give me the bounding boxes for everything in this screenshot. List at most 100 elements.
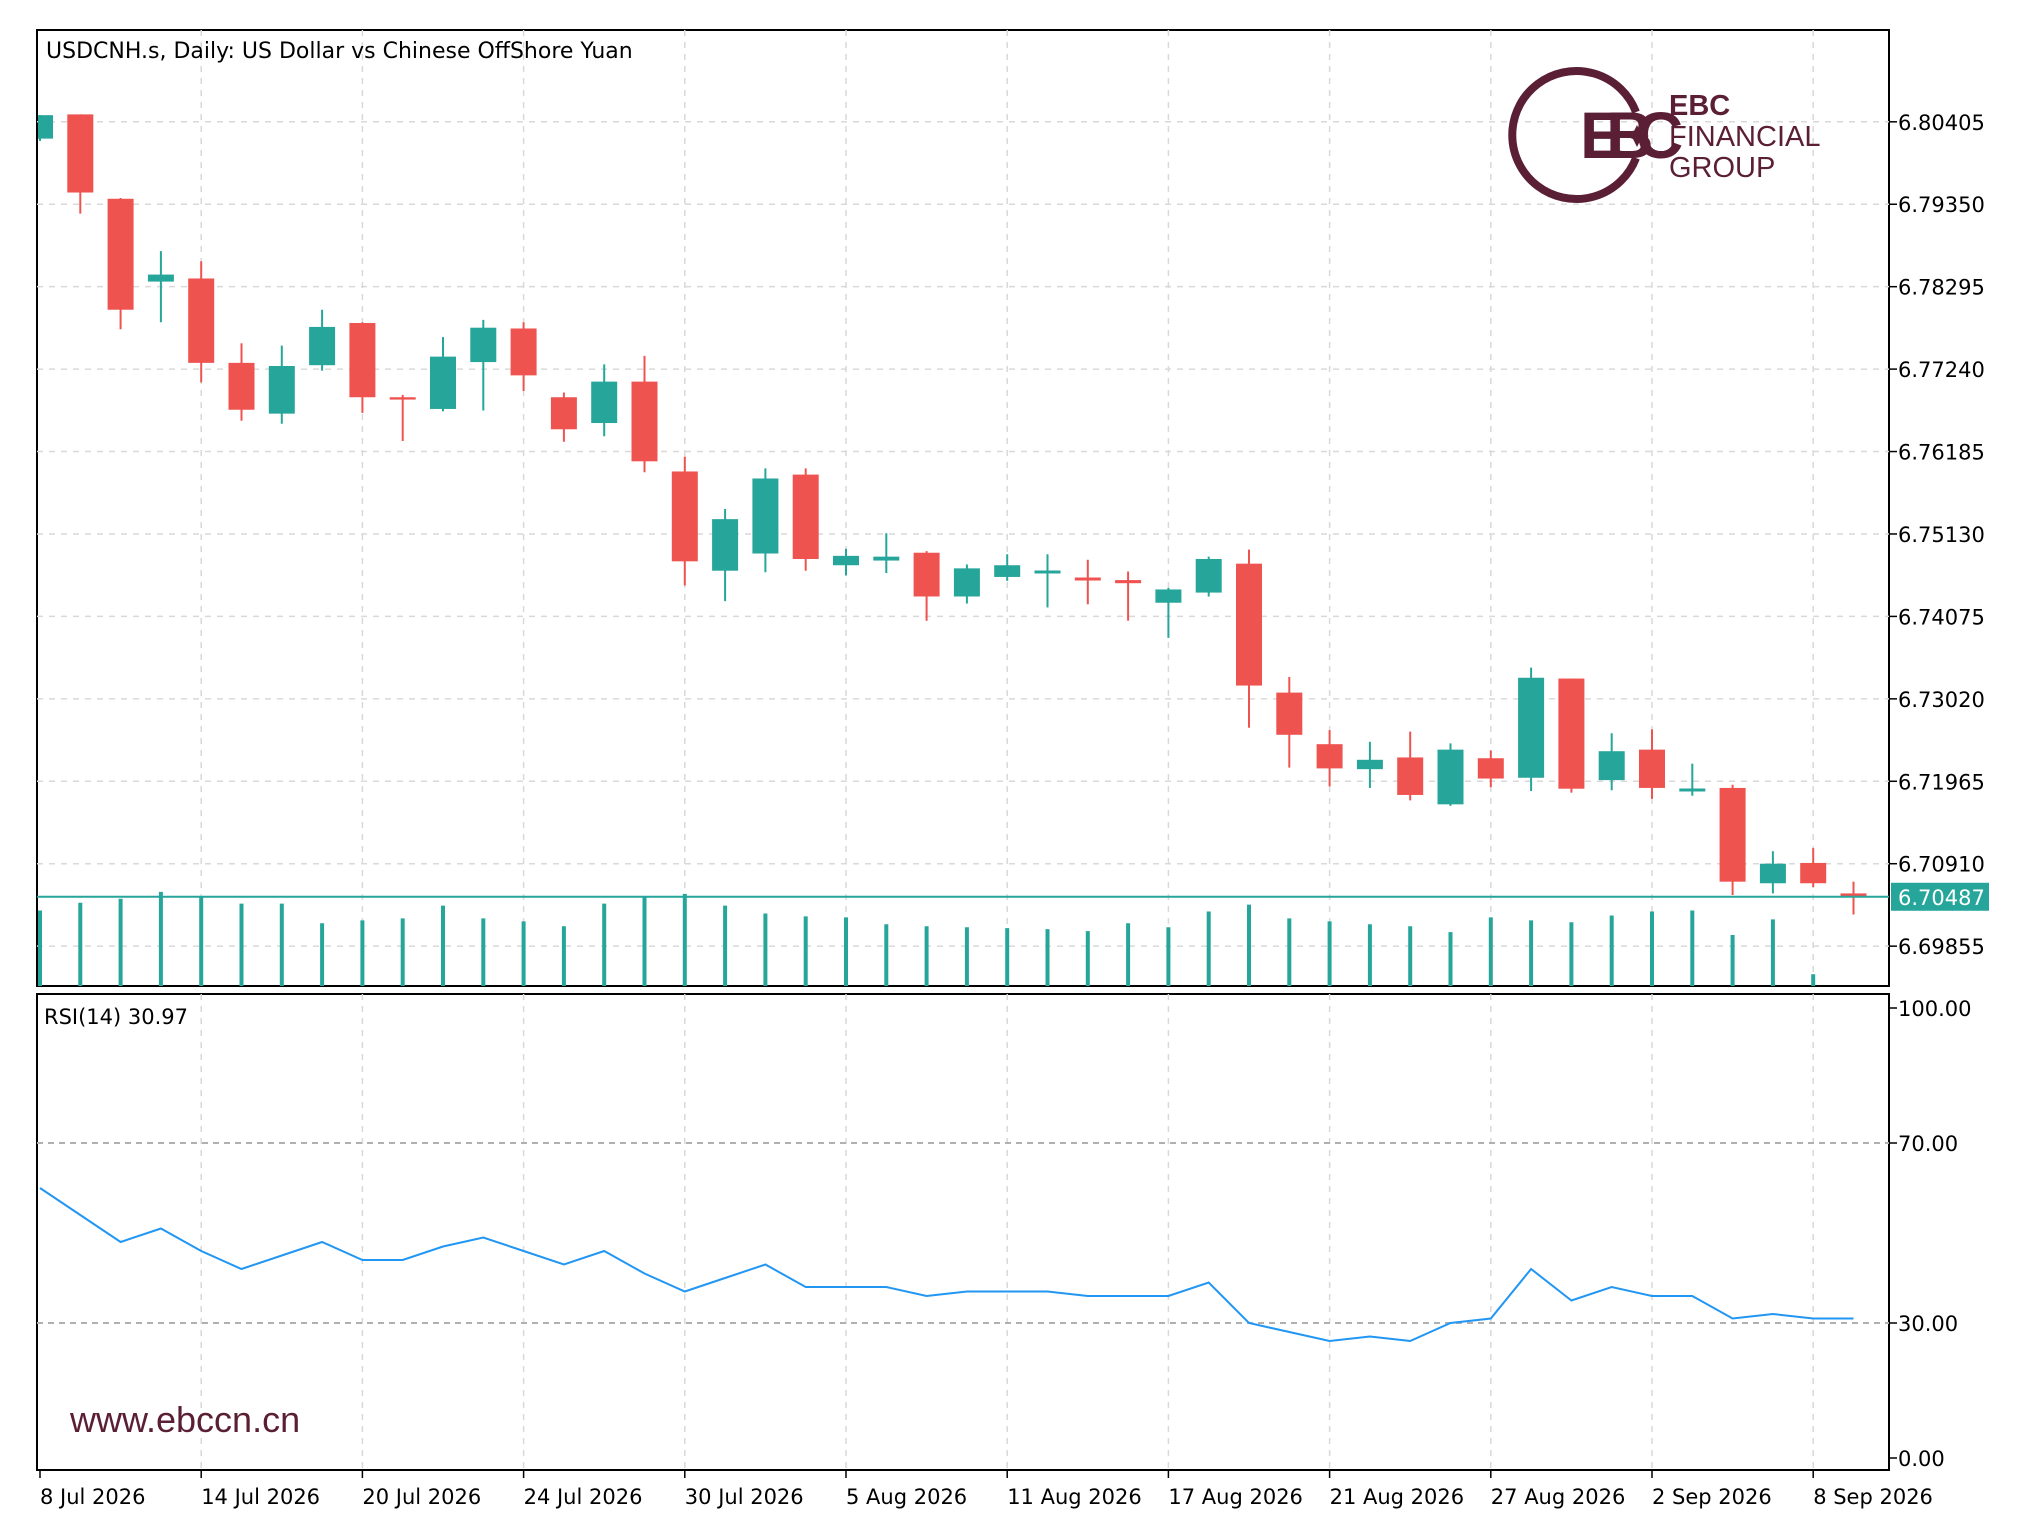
rsi-levels — [37, 1142, 1889, 1324]
candle-body — [712, 519, 739, 571]
candle-body — [1356, 759, 1383, 770]
ebc-logo: EBC EBC FINANCIAL GROUP — [1508, 67, 1820, 203]
logo-ring — [1508, 67, 1640, 203]
candle — [1598, 733, 1625, 791]
candle — [994, 554, 1021, 581]
candle-body — [752, 478, 779, 554]
candle-body — [1316, 744, 1343, 769]
candle-body — [1437, 749, 1464, 805]
date-tick-label: 11 Aug 2026 — [1007, 1485, 1142, 1509]
candle — [1759, 851, 1786, 894]
candle — [873, 533, 900, 574]
candle — [752, 468, 779, 573]
price-tick-label: 6.74075 — [1898, 605, 1985, 629]
candle — [1316, 730, 1343, 787]
price-tick-label: 6.76185 — [1898, 441, 1985, 465]
price-axis: 6.80405 6.79350 6.78295 6.77240 6.76185 6.751… — [1889, 111, 1985, 959]
price-panel — [36, 29, 1890, 987]
rsi-tick-label: 70.00 — [1898, 1132, 1958, 1156]
price-tick-label: 6.78295 — [1898, 276, 1985, 300]
date-tick-label: 5 Aug 2026 — [846, 1485, 967, 1509]
candle — [268, 345, 295, 424]
candle — [1356, 741, 1383, 788]
candle — [631, 355, 658, 473]
rsi-line — [39, 1187, 1854, 1343]
candle-body — [792, 474, 819, 559]
current-price-line: 6.70487 — [37, 882, 1989, 911]
candle-body — [38, 115, 53, 139]
candle-body — [591, 381, 618, 424]
candle-body — [1719, 787, 1746, 882]
price-tick-label: 6.71965 — [1898, 770, 1985, 794]
date-tick-label: 8 Jul 2026 — [40, 1485, 146, 1509]
candle — [1155, 587, 1182, 638]
candle-body — [1800, 862, 1827, 884]
candle-body — [1034, 570, 1061, 574]
candle — [430, 337, 456, 412]
candle-body — [268, 365, 295, 414]
candle — [1800, 848, 1827, 888]
candle — [1558, 678, 1585, 793]
rsi-tick-label: 0.00 — [1898, 1447, 1945, 1471]
date-tick-label: 21 Aug 2026 — [1330, 1485, 1465, 1509]
current-price-label: 6.70487 — [1898, 886, 1985, 910]
date-tick-label: 27 Aug 2026 — [1491, 1485, 1626, 1509]
candle-body — [107, 198, 134, 310]
candle — [1840, 881, 1867, 915]
candle-body — [349, 323, 376, 398]
candle — [1397, 731, 1424, 801]
candle-body — [389, 397, 416, 400]
candle — [470, 319, 497, 411]
candle-body — [1236, 563, 1262, 686]
date-axis: 8 Jul 2026 14 Jul 2026 20 Jul 2026 24 Jul 2… — [39, 1470, 1933, 1509]
date-tick-label: 20 Jul 2026 — [362, 1485, 481, 1509]
candle-body — [1558, 678, 1585, 789]
candle — [309, 309, 336, 371]
candle-body — [1276, 692, 1303, 735]
candle-body — [430, 356, 456, 409]
candle — [188, 261, 215, 383]
current-price-badge — [1891, 882, 1989, 911]
candlestick-series — [38, 114, 1867, 915]
candle-body — [1759, 863, 1786, 884]
candle — [389, 394, 416, 441]
candle — [671, 456, 698, 586]
price-tick-label: 6.73020 — [1898, 688, 1985, 712]
rsi-title: RSI(14) 30.97 — [44, 1005, 188, 1029]
rsi-tick-label: 30.00 — [1898, 1312, 1958, 1336]
candle-body — [1840, 893, 1867, 898]
candle — [1074, 559, 1101, 605]
candle — [1276, 676, 1303, 768]
date-tick-label: 14 Jul 2026 — [201, 1485, 320, 1509]
rsi-axis: 100.00 70.00 30.00 0.00 — [1889, 997, 1971, 1471]
candle-body — [147, 274, 174, 282]
candle — [1639, 729, 1665, 799]
candle — [1719, 784, 1746, 895]
candle — [1034, 554, 1061, 608]
candle-body — [1598, 751, 1625, 781]
candle-body — [1518, 677, 1545, 778]
chart-title: USDCNH.s, Daily: US Dollar vs Chinese Of… — [46, 39, 633, 64]
candle — [1115, 571, 1142, 621]
rsi-panel — [36, 993, 1890, 1471]
candle-body — [1639, 749, 1665, 788]
candle-body — [1397, 757, 1424, 795]
candle — [67, 114, 94, 214]
date-tick-label: 2 Sep 2026 — [1652, 1485, 1772, 1509]
candle-body — [1074, 577, 1101, 581]
candle — [349, 322, 376, 413]
candle-body — [1195, 558, 1222, 593]
brand-name-line3: GROUP — [1669, 152, 1775, 184]
candle-body — [631, 381, 658, 462]
brand-name-line2: FINANCIAL — [1669, 121, 1820, 153]
website-url: www.ebccn.cn — [69, 1399, 300, 1440]
candle-body — [873, 556, 900, 561]
candle-body — [1155, 589, 1182, 603]
price-tick-label: 6.75130 — [1898, 523, 1985, 547]
candle-body — [671, 471, 698, 562]
date-tick-label: 24 Jul 2026 — [524, 1485, 643, 1509]
candle — [1679, 763, 1706, 796]
price-tick-label: 6.79350 — [1898, 193, 1985, 217]
price-tick-label: 6.80405 — [1898, 111, 1985, 135]
